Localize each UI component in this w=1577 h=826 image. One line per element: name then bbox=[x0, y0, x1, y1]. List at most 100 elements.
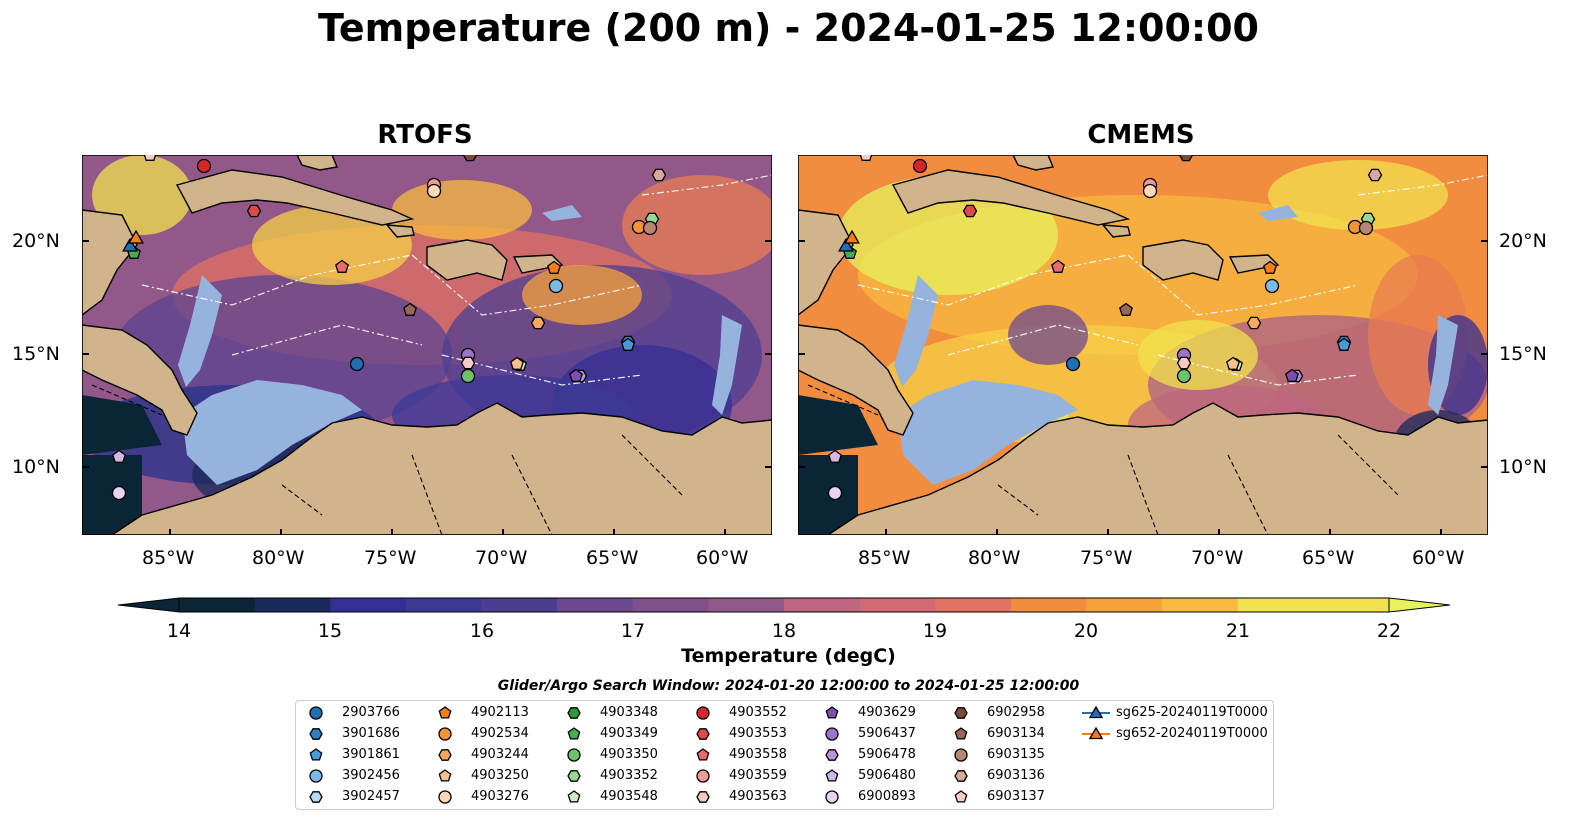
lon-label-80w-cmems: 80°W bbox=[968, 547, 1021, 569]
legend-marker-icon bbox=[438, 790, 452, 804]
obs-marker-5906480 bbox=[828, 449, 842, 463]
legend-marker-icon bbox=[309, 728, 323, 740]
colorbar-tick-18: 18 bbox=[771, 620, 797, 642]
legend-item-label: 6903136 bbox=[987, 768, 1045, 783]
obs-marker-6903134 bbox=[1119, 302, 1133, 316]
obs-marker-6903135 bbox=[1358, 220, 1374, 236]
obs-marker-6903134 bbox=[403, 302, 417, 316]
obs-marker-4903250 bbox=[1226, 356, 1240, 370]
legend-marker-icon bbox=[309, 769, 323, 783]
colorbar-high-arrow bbox=[1388, 597, 1450, 613]
lon-label-65w-cmems: 65°W bbox=[1302, 547, 1355, 569]
legend-marker-icon bbox=[309, 791, 323, 803]
lat-label-10n-right: 10°N bbox=[1499, 456, 1547, 478]
colorbar-segment bbox=[708, 598, 785, 612]
obs-marker-4903250 bbox=[510, 356, 524, 370]
legend-marker-icon bbox=[696, 748, 710, 761]
legend-item-label: 4903552 bbox=[729, 705, 787, 720]
legend-item-label: sg652-20240119T0000 bbox=[1116, 726, 1268, 741]
obs-marker-4902113 bbox=[1263, 260, 1277, 274]
lat-label-10n-left: 10°N bbox=[12, 456, 60, 478]
colorbar-tick-19: 19 bbox=[922, 620, 948, 642]
legend-item-label: 4903348 bbox=[600, 705, 658, 720]
legend-marker-icon bbox=[954, 790, 968, 803]
legend-item-label: 6902958 bbox=[987, 705, 1045, 720]
legend-marker-icon bbox=[567, 790, 581, 803]
colorbar-low-arrow bbox=[118, 597, 180, 613]
map-rtofs[interactable] bbox=[82, 155, 772, 535]
legend-marker-icon bbox=[825, 706, 839, 719]
legend-marker-icon bbox=[954, 707, 968, 719]
obs-marker-6903136 bbox=[651, 168, 667, 182]
legend-item-label: 3902457 bbox=[342, 789, 400, 804]
legend-marker-icon bbox=[438, 749, 452, 761]
legend-item-label: 3901686 bbox=[342, 726, 400, 741]
legend-item-label: 2903766 bbox=[342, 705, 400, 720]
colorbar-segment bbox=[481, 598, 558, 612]
map-cmems[interactable] bbox=[798, 155, 1488, 535]
lat-label-15n-left: 15°N bbox=[12, 343, 60, 365]
colorbar-tick-16: 16 bbox=[469, 620, 495, 642]
legend-marker-icon bbox=[567, 707, 581, 719]
legend-marker-icon bbox=[567, 748, 581, 762]
obs-marker-4903629 bbox=[569, 368, 583, 382]
legend-title: Glider/Argo Search Window: 2024-01-20 12… bbox=[497, 678, 1080, 694]
legend-marker-icon bbox=[825, 727, 839, 741]
legend-item-label: 4903629 bbox=[858, 705, 916, 720]
legend-marker-icon bbox=[1082, 726, 1110, 740]
legend-marker-icon bbox=[696, 706, 710, 720]
panel-title-cmems: CMEMS bbox=[1087, 120, 1195, 150]
legend-item-label: 4902113 bbox=[471, 705, 529, 720]
obs-marker-4903558 bbox=[335, 259, 349, 273]
lon-label-65w-rtofs: 65°W bbox=[586, 547, 639, 569]
colorbar-segment bbox=[254, 598, 331, 612]
legend-item-label: 4903559 bbox=[729, 768, 787, 783]
legend-item-label: 4902534 bbox=[471, 726, 529, 741]
obs-marker-3901861 bbox=[621, 337, 635, 351]
lon-label-75w-rtofs: 75°W bbox=[364, 547, 417, 569]
obs-marker-4903276 bbox=[1142, 183, 1158, 199]
lon-label-85w-cmems: 85°W bbox=[858, 547, 911, 569]
colorbar-tick-14: 14 bbox=[166, 620, 192, 642]
legend-marker-icon bbox=[696, 769, 710, 783]
obs-marker-4902113 bbox=[547, 260, 561, 274]
obs-marker-4903553 bbox=[246, 204, 262, 218]
legend-item-label: 4903558 bbox=[729, 747, 787, 762]
legend-item-label: 4903244 bbox=[471, 747, 529, 762]
colorbar-tick-21: 21 bbox=[1225, 620, 1251, 642]
obs-marker-4903244 bbox=[530, 316, 546, 330]
colorbar-tick-20: 20 bbox=[1073, 620, 1099, 642]
legend-item-label: 3901861 bbox=[342, 747, 400, 762]
legend-item-label: 4903563 bbox=[729, 789, 787, 804]
lon-label-85w-rtofs: 85°W bbox=[142, 547, 195, 569]
obs-marker-2903766 bbox=[349, 356, 365, 372]
legend: 2903766 3901686 3901861 3902456 3902457 49021… bbox=[295, 700, 1274, 810]
obs-marker-6900893 bbox=[111, 485, 127, 501]
obs-marker-3902456 bbox=[548, 278, 564, 294]
legend-item-label: 6900893 bbox=[858, 789, 916, 804]
legend-item-label: 4903276 bbox=[471, 789, 529, 804]
colorbar-segment bbox=[935, 598, 1012, 612]
obs-marker-6900893 bbox=[827, 485, 843, 501]
obs-marker-6902958 bbox=[1178, 155, 1194, 162]
glider-sg625-marker bbox=[837, 237, 855, 252]
colorbar-segment bbox=[1237, 598, 1314, 612]
obs-marker-6903136 bbox=[1367, 168, 1383, 182]
legend-item-label: 4903352 bbox=[600, 768, 658, 783]
colorbar-tick-17: 17 bbox=[620, 620, 646, 642]
legend-item-label: 4903349 bbox=[600, 726, 658, 741]
legend-item-label: 4903250 bbox=[471, 768, 529, 783]
obs-marker-4903553 bbox=[962, 204, 978, 218]
obs-marker-6903137 bbox=[143, 155, 157, 161]
obs-marker-4903563 bbox=[1176, 356, 1192, 370]
colorbar-segment bbox=[1086, 598, 1163, 612]
obs-marker-4903563 bbox=[460, 356, 476, 370]
legend-marker-icon bbox=[438, 769, 452, 782]
colorbar-tick-22: 22 bbox=[1376, 620, 1402, 642]
figure-title: Temperature (200 m) - 2024-01-25 12:00:0… bbox=[317, 6, 1259, 50]
legend-item-label: sg625-20240119T0000 bbox=[1116, 705, 1268, 720]
legend-item-label: 5906480 bbox=[858, 768, 916, 783]
colorbar-segment bbox=[179, 598, 256, 612]
legend-item-label: 6903134 bbox=[987, 726, 1045, 741]
obs-marker-4903552 bbox=[196, 158, 212, 174]
